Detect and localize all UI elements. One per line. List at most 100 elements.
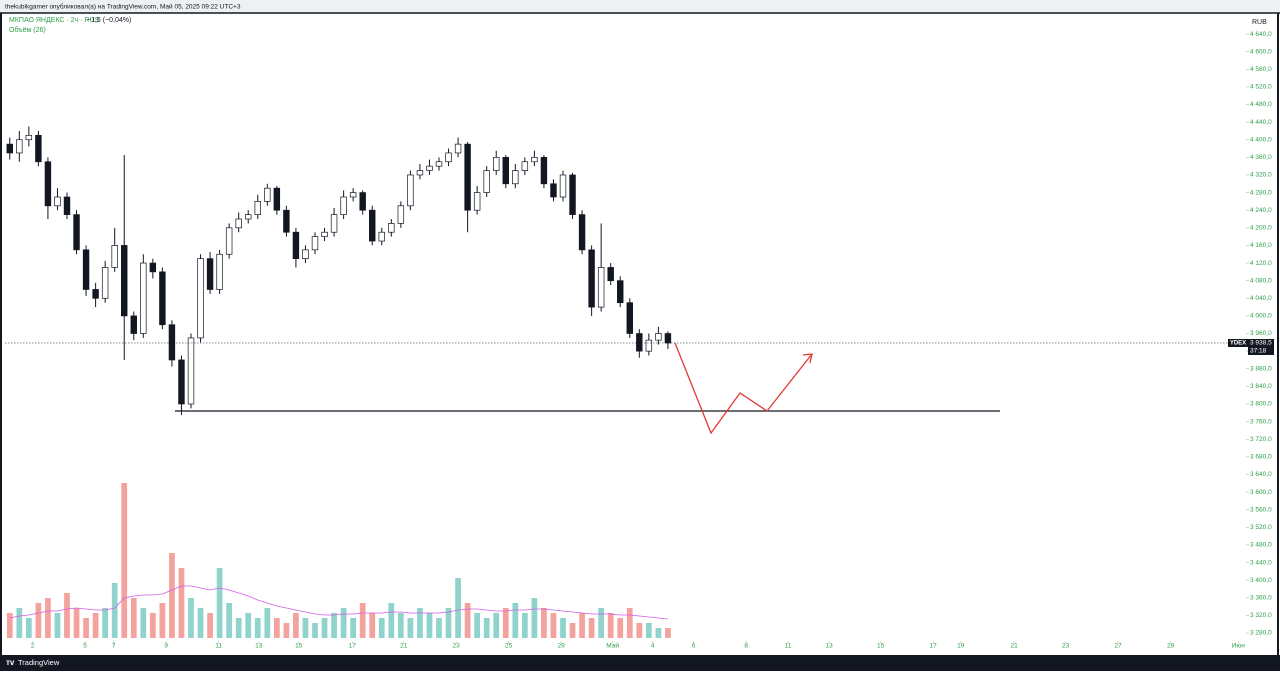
volume-bar (83, 618, 89, 638)
x-tick-label: 4 (651, 643, 655, 650)
candle-body (159, 271, 166, 326)
candle-body (25, 134, 33, 141)
volume-bar (445, 608, 452, 638)
candle-body (73, 214, 80, 251)
volume-ma (9, 585, 668, 620)
candle-body (464, 143, 471, 211)
x-tick-label: Июн (1232, 643, 1246, 650)
candle-body (531, 157, 538, 163)
volume-bar (560, 618, 566, 638)
x-tick-label: 29 (557, 643, 565, 650)
volume-bar (130, 598, 137, 638)
volume-bar (197, 608, 204, 638)
y-tick-label: 4 200,0 (1250, 225, 1272, 232)
candle-body (512, 170, 519, 185)
candle-body (225, 227, 233, 255)
volume-bar (64, 593, 70, 638)
x-tick-label: 19 (957, 643, 965, 650)
candle-body (235, 218, 242, 229)
currency: RUB (1252, 19, 1267, 26)
candle-body (664, 333, 672, 344)
volume-bar (607, 613, 614, 638)
x-tick-label: 8 (744, 643, 748, 650)
volume-bar (111, 583, 118, 638)
candle-body (330, 214, 338, 233)
volume-bar (464, 603, 471, 638)
x-tick-label: 29 (1167, 643, 1175, 650)
candle-body (397, 205, 405, 224)
candle-body (254, 201, 261, 215)
x-tick-label: 25 (505, 643, 513, 650)
y-tick-label: 3 480,0 (1250, 542, 1272, 549)
y-tick-label: 4 560,0 (1250, 66, 1272, 73)
candle-body (359, 192, 366, 211)
top-bar (0, 0, 1280, 13)
candle-body (626, 302, 633, 334)
volume-bar (655, 628, 662, 638)
volume-bar (140, 608, 147, 638)
candle-body (130, 315, 137, 334)
candle-body (245, 214, 252, 220)
volume-bar (455, 578, 461, 638)
y-tick-label: 4 600,0 (1250, 48, 1272, 55)
volume-bar (245, 613, 252, 638)
candle-body (349, 192, 357, 198)
x-tick-label: 13 (255, 643, 263, 650)
volume-bar (178, 568, 185, 638)
volume-bar (159, 603, 166, 638)
candle-body (369, 209, 376, 242)
candle-body (569, 174, 576, 215)
x-tick-label: 27 (1115, 643, 1123, 650)
candle-body (426, 165, 433, 171)
volume-bar (569, 623, 576, 638)
candle-body (35, 134, 42, 163)
candle-body (578, 214, 586, 251)
candle-body (187, 337, 195, 405)
volume-bar (598, 608, 605, 638)
volume-bar (235, 618, 242, 638)
candle-body (82, 249, 90, 290)
volume-bar (293, 613, 299, 638)
volume-bar (617, 618, 624, 638)
x-tick-label: Май (606, 642, 619, 650)
candle-body (388, 223, 395, 233)
x-tick-label: 17 (929, 643, 937, 650)
candle-body (340, 196, 347, 215)
y-tick-label: 4 320,0 (1250, 172, 1272, 179)
volume-bar (273, 618, 280, 638)
x-tick-label: 13 (826, 643, 834, 650)
candle-body (311, 236, 319, 251)
candle-body (645, 339, 653, 352)
volume-bar (92, 613, 99, 638)
volume-bar (264, 608, 271, 638)
volume-bar (16, 608, 23, 638)
x-tick-label: 23 (453, 643, 461, 650)
volume-bar (283, 623, 290, 638)
candle-body (550, 183, 557, 198)
y-tick-label: 3 400,0 (1250, 577, 1272, 584)
y-tick-label: 3 280,0 (1250, 630, 1272, 637)
candle-body (283, 209, 290, 233)
candle-body (111, 245, 118, 268)
candle-body (273, 187, 281, 211)
y-tick-label: 3 440,0 (1250, 559, 1272, 566)
y-tick-label: 3 640,0 (1250, 471, 1272, 478)
volume-bar (359, 603, 366, 638)
publisher: thekubikgamer опубликовал(а) на TradingV… (5, 3, 241, 11)
candle-body (655, 333, 662, 341)
ticker: YDEX (1230, 341, 1246, 347)
candle-body (63, 196, 71, 215)
candle-body (435, 161, 443, 167)
candle-body (206, 258, 214, 290)
volume-bar (169, 553, 175, 638)
last-price-box (1248, 338, 1274, 355)
candle-body (540, 157, 548, 185)
volume-bar (73, 608, 80, 638)
volume-bar (102, 608, 109, 638)
y-tick-label: 4 440,0 (1250, 119, 1272, 126)
x-tick-label: 9 (164, 643, 168, 650)
candle-body (636, 333, 643, 352)
x-tick-label: 15 (877, 643, 885, 650)
y-tick-label: 3 680,0 (1250, 454, 1272, 461)
candle-body (473, 192, 481, 211)
